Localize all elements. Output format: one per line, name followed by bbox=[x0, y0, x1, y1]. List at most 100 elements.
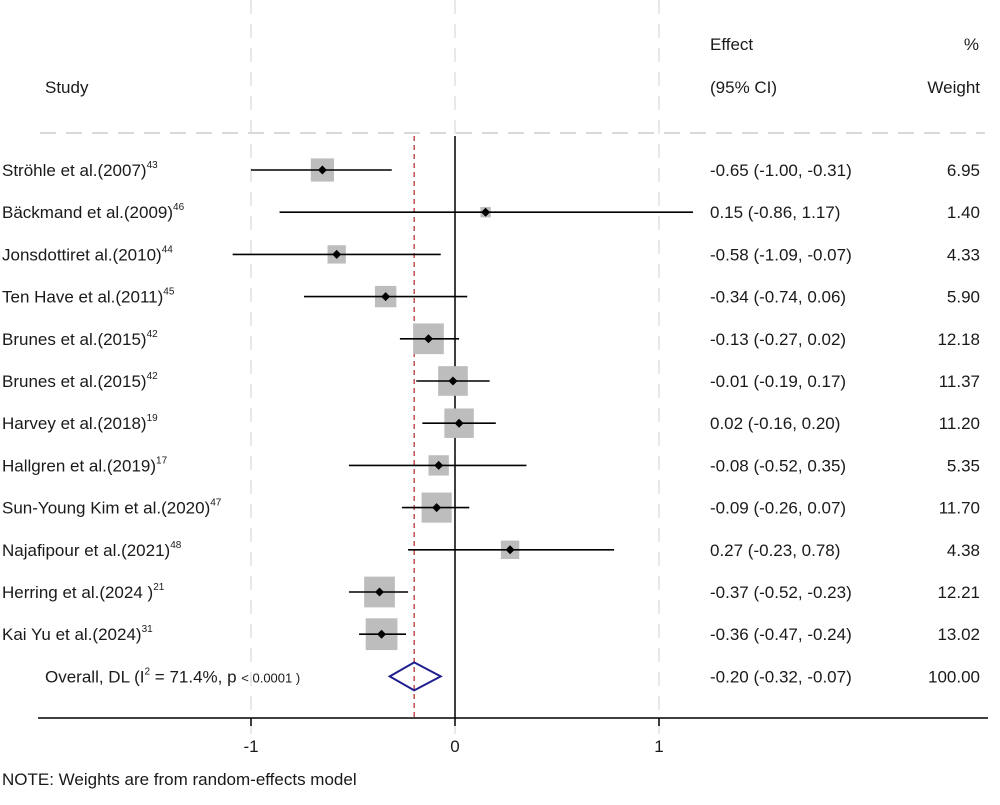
ci-text: -0.13 (-0.27, 0.02) bbox=[710, 330, 846, 349]
x-tick-label: 0 bbox=[450, 737, 459, 756]
study-name: Herring et al.(2024 ) bbox=[2, 583, 153, 602]
ci-text: -0.01 (-0.19, 0.17) bbox=[710, 372, 846, 391]
point-estimate bbox=[423, 334, 433, 344]
study-name: Brunes et al.(2015) bbox=[2, 372, 147, 391]
study-reference: 44 bbox=[162, 244, 174, 255]
study-name: Sun-Young Kim et al.(2020) bbox=[2, 499, 210, 518]
study-reference: 45 bbox=[163, 287, 175, 298]
weight-text: 11.37 bbox=[939, 372, 980, 391]
point-estimate bbox=[381, 292, 391, 302]
study-label: Brunes et al.(2015)42 bbox=[2, 371, 158, 391]
study-row: Herring et al.(2024 )21 -0.37 (-0.52, -0.… bbox=[2, 576, 980, 608]
overall-label-prefix: Overall, DL (I bbox=[45, 667, 145, 686]
study-name: Harvey et al.(2018) bbox=[2, 414, 147, 433]
ci-text: -0.65 (-1.00, -0.31) bbox=[710, 161, 852, 180]
weight-text: 5.90 bbox=[947, 288, 980, 307]
study-reference: 47 bbox=[210, 498, 222, 509]
study-row: Bäckmand et al.(2009)46 0.15 (-0.86, 1.17… bbox=[2, 202, 980, 222]
point-estimate bbox=[377, 629, 387, 639]
ci-text: 0.02 (-0.16, 0.20) bbox=[710, 414, 840, 433]
point-estimate bbox=[317, 165, 327, 175]
overall-label: Overall, DL (I2 = 71.4%, p < 0.0001 ) bbox=[45, 666, 300, 686]
study-row: Brunes et al.(2015)42 -0.13 (-0.27, 0.02)… bbox=[2, 323, 980, 355]
study-label: Najafipour et al.(2021)48 bbox=[2, 540, 182, 560]
x-tick-label: 1 bbox=[654, 737, 663, 756]
ci-text: -0.58 (-1.09, -0.07) bbox=[710, 245, 852, 264]
study-name: Brunes et al.(2015) bbox=[2, 330, 147, 349]
study-label: Harvey et al.(2018)19 bbox=[2, 413, 158, 433]
study-reference: 19 bbox=[147, 413, 159, 424]
study-row: Brunes et al.(2015)42 -0.01 (-0.19, 0.17)… bbox=[2, 366, 980, 396]
weight-text: 5.35 bbox=[947, 456, 980, 475]
weight-text: 4.38 bbox=[947, 541, 980, 560]
study-label: Kai Yu et al.(2024)31 bbox=[2, 624, 153, 644]
study-reference: 42 bbox=[147, 371, 159, 382]
header-ci: (95% CI) bbox=[710, 78, 777, 97]
weight-text: 1.40 bbox=[947, 203, 980, 222]
study-row: Sun-Young Kim et al.(2020)47 -0.09 (-0.26… bbox=[2, 492, 980, 523]
study-reference: 17 bbox=[156, 455, 168, 466]
footnote: NOTE: Weights are from random-effects mo… bbox=[2, 770, 357, 789]
point-estimate bbox=[432, 503, 442, 513]
overall-row: Overall, DL (I2 = 71.4%, p < 0.0001 ) -0.… bbox=[45, 661, 980, 692]
study-row: Ten Have et al.(2011)45 -0.34 (-0.74, 0.0… bbox=[2, 285, 980, 308]
study-reference: 42 bbox=[147, 329, 159, 340]
study-label: Ströhle et al.(2007)43 bbox=[2, 160, 158, 180]
ci-text: -0.36 (-0.47, -0.24) bbox=[710, 625, 852, 644]
study-name: Ten Have et al.(2011) bbox=[2, 288, 163, 307]
study-reference: 43 bbox=[147, 160, 159, 171]
overall-ci-text: -0.20 (-0.32, -0.07) bbox=[710, 667, 852, 686]
study-label: Herring et al.(2024 )21 bbox=[2, 582, 165, 602]
overall-label-suffix: = 71.4%, p bbox=[150, 667, 241, 686]
ci-text: -0.34 (-0.74, 0.06) bbox=[710, 288, 846, 307]
point-estimate bbox=[434, 460, 444, 470]
study-row: Hallgren et al.(2019)17 -0.08 (-0.52, 0.3… bbox=[2, 455, 980, 476]
study-label: Jonsdottiret al.(2010)44 bbox=[2, 244, 173, 264]
study-label: Sun-Young Kim et al.(2020)47 bbox=[2, 498, 222, 518]
study-name: Hallgren et al.(2019) bbox=[2, 456, 156, 475]
ci-text: -0.08 (-0.52, 0.35) bbox=[710, 456, 846, 475]
header-study: Study bbox=[45, 78, 89, 97]
ci-text: -0.09 (-0.26, 0.07) bbox=[710, 499, 846, 518]
weight-text: 6.95 bbox=[947, 161, 980, 180]
point-estimate bbox=[375, 587, 385, 597]
point-estimate bbox=[481, 207, 491, 217]
study-name: Bäckmand et al.(2009) bbox=[2, 203, 173, 222]
study-name: Najafipour et al.(2021) bbox=[2, 541, 170, 560]
study-reference: 46 bbox=[173, 202, 185, 213]
study-name: Ströhle et al.(2007) bbox=[2, 161, 147, 180]
study-row: Najafipour et al.(2021)48 0.27 (-0.23, 0.… bbox=[2, 540, 980, 560]
study-reference: 21 bbox=[153, 582, 165, 593]
weight-text: 11.20 bbox=[939, 414, 980, 433]
overall-diamond bbox=[387, 661, 443, 692]
weight-text: 12.21 bbox=[937, 583, 980, 602]
header-weight: Weight bbox=[927, 78, 980, 97]
study-name: Jonsdottiret al.(2010) bbox=[2, 245, 162, 264]
weight-text: 12.18 bbox=[937, 330, 980, 349]
study-reference: 31 bbox=[142, 624, 154, 635]
weight-text: 13.02 bbox=[937, 625, 980, 644]
ci-text: -0.37 (-0.52, -0.23) bbox=[710, 583, 852, 602]
ci-text: 0.27 (-0.23, 0.78) bbox=[710, 541, 840, 560]
header-percent: % bbox=[964, 35, 979, 54]
study-row: Ströhle et al.(2007)43 -0.65 (-1.00, -0.3… bbox=[2, 158, 980, 182]
ci-text: 0.15 (-0.86, 1.17) bbox=[710, 203, 840, 222]
point-estimate bbox=[332, 249, 342, 259]
overall-label-sup: 2 bbox=[145, 666, 151, 677]
point-estimate bbox=[454, 418, 464, 428]
overall-p-value: < 0.0001 ) bbox=[241, 670, 300, 685]
overall-weight-text: 100.00 bbox=[928, 667, 980, 686]
point-estimate bbox=[505, 545, 515, 555]
study-label: Brunes et al.(2015)42 bbox=[2, 329, 158, 349]
study-label: Bäckmand et al.(2009)46 bbox=[2, 202, 185, 222]
point-estimate bbox=[448, 376, 458, 386]
weight-text: 11.70 bbox=[939, 499, 980, 518]
header-effect: Effect bbox=[710, 35, 753, 54]
study-row: Harvey et al.(2018)19 0.02 (-0.16, 0.20) 1… bbox=[2, 408, 980, 438]
weight-text: 4.33 bbox=[947, 245, 980, 264]
study-label: Ten Have et al.(2011)45 bbox=[2, 287, 175, 307]
study-label: Hallgren et al.(2019)17 bbox=[2, 455, 168, 475]
study-name: Kai Yu et al.(2024) bbox=[2, 625, 142, 644]
study-row: Jonsdottiret al.(2010)44 -0.58 (-1.09, -0… bbox=[2, 244, 980, 264]
